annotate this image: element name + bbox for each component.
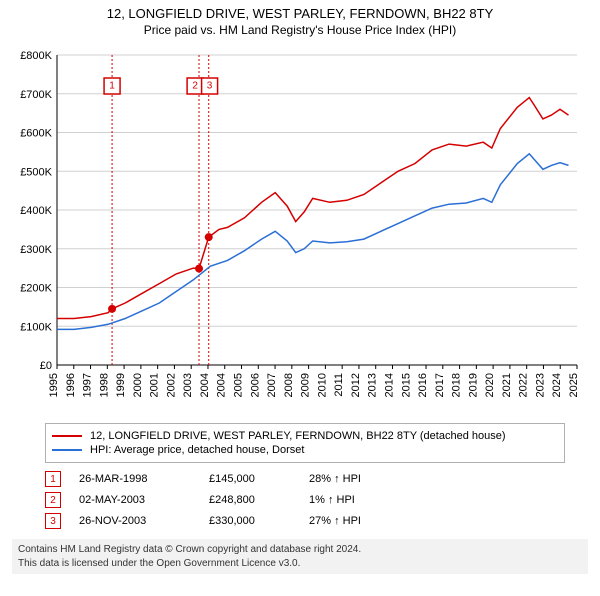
legend-item: 12, LONGFIELD DRIVE, WEST PARLEY, FERNDO… [52,430,558,442]
svg-text:2007: 2007 [266,373,278,397]
svg-text:1: 1 [109,81,115,92]
legend-label: 12, LONGFIELD DRIVE, WEST PARLEY, FERNDO… [90,430,506,442]
svg-text:£200K: £200K [20,283,52,295]
svg-text:2006: 2006 [249,373,261,397]
price-chart: £0 £100K £200K £300K £400K £500K £600K £700K £80… [12,47,588,415]
sale-date: 26-NOV-2003 [79,515,209,527]
legend-swatch [52,449,82,451]
legend-label: HPI: Average price, detached house, Dors… [90,444,304,456]
sale-vs-hpi: 28% ↑ HPI [309,473,399,485]
svg-text:2017: 2017 [434,373,446,397]
sales-row: 1 26-MAR-1998 £145,000 28% ↑ HPI [45,471,588,487]
chart-container: £0 £100K £200K £300K £400K £500K £600K £700K £80… [12,47,588,415]
svg-text:2024: 2024 [551,373,563,397]
sale-marker-icon: 1 [45,471,61,487]
svg-text:£800K: £800K [20,50,52,62]
sales-events-table: 1 26-MAR-1998 £145,000 28% ↑ HPI 2 02-MA… [45,471,588,529]
svg-text:£500K: £500K [20,166,52,178]
sale-marker-icon: 2 [45,492,61,508]
svg-text:1998: 1998 [98,373,110,397]
svg-text:2003: 2003 [182,373,194,397]
footer-line: This data is licensed under the Open Gov… [18,557,582,571]
svg-text:£700K: £700K [20,89,52,101]
svg-text:2014: 2014 [383,373,395,397]
svg-text:3: 3 [207,81,213,92]
sale-marker-icon: 3 [45,513,61,529]
svg-text:2: 2 [192,81,198,92]
svg-text:2020: 2020 [484,373,496,397]
svg-text:2010: 2010 [316,373,328,397]
sale-date: 02-MAY-2003 [79,494,209,506]
svg-text:1996: 1996 [65,373,77,397]
footer-line: Contains HM Land Registry data © Crown c… [18,543,582,557]
svg-text:2015: 2015 [400,373,412,397]
sales-row: 3 26-NOV-2003 £330,000 27% ↑ HPI [45,513,588,529]
svg-text:2022: 2022 [518,373,530,397]
svg-text:2005: 2005 [233,373,245,397]
svg-text:2002: 2002 [165,373,177,397]
svg-text:2004: 2004 [199,373,211,397]
svg-text:2009: 2009 [300,373,312,397]
svg-text:£0: £0 [40,360,52,372]
svg-text:2023: 2023 [534,373,546,397]
sale-price: £145,000 [209,473,309,485]
sale-date: 26-MAR-1998 [79,473,209,485]
sale-price: £248,800 [209,494,309,506]
svg-text:2004: 2004 [216,373,228,397]
sale-price: £330,000 [209,515,309,527]
svg-text:2019: 2019 [467,373,479,397]
sales-row: 2 02-MAY-2003 £248,800 1% ↑ HPI [45,492,588,508]
svg-text:2008: 2008 [283,373,295,397]
svg-text:£600K: £600K [20,128,52,140]
chart-subtitle: Price paid vs. HM Land Registry's House … [0,23,600,37]
svg-text:2011: 2011 [333,373,345,397]
svg-text:2001: 2001 [149,373,161,397]
svg-text:2021: 2021 [501,373,513,397]
svg-text:£400K: £400K [20,205,52,217]
svg-text:£100K: £100K [20,321,52,333]
svg-text:1995: 1995 [48,373,60,397]
svg-text:1999: 1999 [115,373,127,397]
svg-text:2025: 2025 [568,373,580,397]
svg-text:2000: 2000 [132,373,144,397]
chart-legend: 12, LONGFIELD DRIVE, WEST PARLEY, FERNDO… [45,423,565,463]
chart-title: 12, LONGFIELD DRIVE, WEST PARLEY, FERNDO… [0,6,600,21]
sale-vs-hpi: 27% ↑ HPI [309,515,399,527]
sale-vs-hpi: 1% ↑ HPI [309,494,399,506]
svg-text:1997: 1997 [82,373,94,397]
svg-text:2012: 2012 [350,373,362,397]
svg-text:£300K: £300K [20,244,52,256]
legend-swatch [52,435,82,437]
legend-item: HPI: Average price, detached house, Dors… [52,444,558,456]
svg-text:2013: 2013 [367,373,379,397]
svg-text:2016: 2016 [417,373,429,397]
attribution-footer: Contains HM Land Registry data © Crown c… [12,539,588,574]
svg-text:2018: 2018 [451,373,463,397]
